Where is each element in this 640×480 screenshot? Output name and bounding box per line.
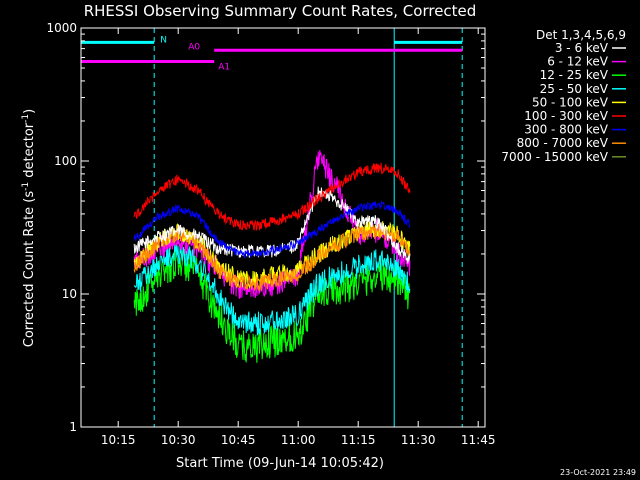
x-tick-label: 11:00: [281, 433, 316, 447]
series-line: [133, 246, 411, 363]
status-bar-label: A1: [218, 62, 230, 72]
legend-label: 300 - 800 keV: [524, 123, 608, 137]
x-tick-label: 10:45: [221, 433, 256, 447]
x-tick-label: 10:15: [101, 433, 136, 447]
legend-label: 25 - 50 keV: [540, 82, 609, 96]
chart-title: RHESSI Observing Summary Count Rates, Co…: [84, 2, 477, 20]
legend-label: 3 - 6 keV: [555, 41, 609, 55]
status-bar-label: N: [160, 35, 167, 45]
status-bars: N A0 A1: [81, 35, 463, 72]
legend-title: Det 1,3,4,5,6,9: [536, 28, 626, 42]
plot-frame: [80, 27, 486, 428]
series-line: [133, 222, 411, 292]
series-line: [133, 199, 411, 258]
legend-label: 100 - 300 keV: [524, 109, 608, 123]
legend-label: 6 - 12 keV: [547, 55, 609, 69]
y-tick-label: 100: [54, 154, 77, 168]
axis-ticks: 10:15 10:30 10:45 11:00 11:15 11:30 11:45 1 10 10…: [46, 21, 495, 447]
plot-series: [133, 150, 411, 363]
timestamp: 23-Oct-2021 23:49: [560, 468, 636, 477]
x-tick-label: 11:15: [341, 433, 376, 447]
y-axis-label: Corrected Count Rate (s-1 detector-1): [21, 109, 37, 347]
y-tick-label: 1: [69, 420, 77, 434]
legend-label: 7000 - 15000 keV: [501, 150, 608, 164]
series-line: [133, 162, 411, 232]
x-axis-label: Start Time (09-Jun-14 10:05:42): [176, 456, 384, 471]
x-tick-label: 11:30: [401, 433, 436, 447]
series-line: [133, 186, 411, 264]
legend-label: 50 - 100 keV: [532, 95, 609, 109]
x-tick-label: 11:45: [461, 433, 496, 447]
y-tick-label: 10: [62, 287, 77, 301]
legend-label: 800 - 7000 keV: [517, 136, 609, 150]
x-tick-label: 10:30: [161, 433, 196, 447]
status-bar-label: A0: [188, 42, 200, 52]
legend-label: 12 - 25 keV: [540, 68, 609, 82]
y-tick-label: 1000: [46, 21, 77, 35]
